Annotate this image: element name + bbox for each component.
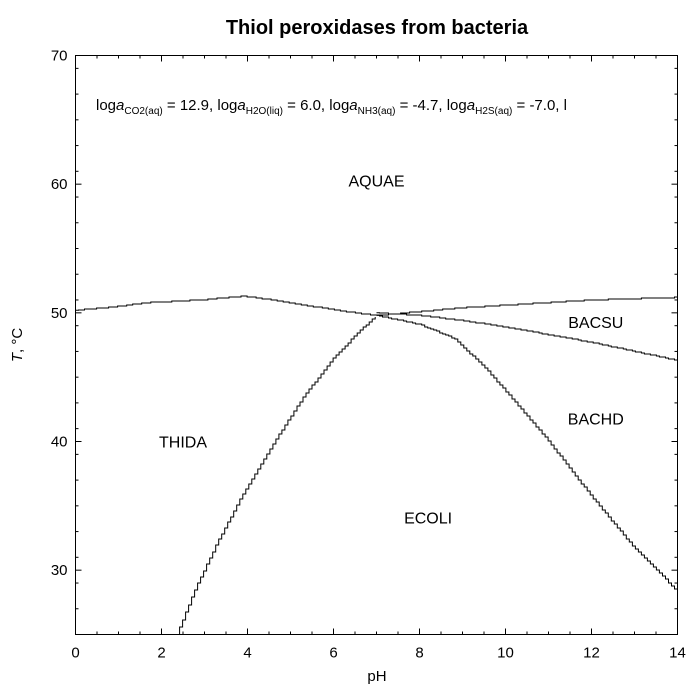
x-axis-label: pH xyxy=(367,668,386,685)
field-boundary xyxy=(376,312,678,361)
y-tick-label: 60 xyxy=(51,176,68,193)
x-tick-label: 2 xyxy=(157,645,165,662)
x-tick-label: 14 xyxy=(669,645,686,662)
field-boundaries xyxy=(75,295,678,635)
field-labels: AQUAE BACSU BACHD THIDA ECOLI xyxy=(159,173,624,527)
plot-frame xyxy=(75,55,678,635)
field-label: THIDA xyxy=(159,435,207,452)
field-boundary xyxy=(75,295,678,316)
x-tick-label: 6 xyxy=(329,645,337,662)
x-axis: 0 2 4 6 8 10 12 14 xyxy=(71,55,686,662)
field-label: ECOLI xyxy=(404,510,452,527)
x-tick-label: 8 xyxy=(415,645,423,662)
field-boundary xyxy=(376,314,678,592)
y-axis: 30 40 50 60 70 xyxy=(51,48,678,635)
field-label: BACHD xyxy=(568,411,624,428)
y-tick-label: 50 xyxy=(51,305,68,322)
x-tick-label: 0 xyxy=(71,645,79,662)
field-label: AQUAE xyxy=(348,173,404,190)
y-axis-label: T, °C xyxy=(9,328,26,363)
x-tick-label: 12 xyxy=(583,645,600,662)
y-tick-label: 40 xyxy=(51,434,68,451)
x-tick-label: 10 xyxy=(497,645,514,662)
field-boundary xyxy=(176,317,376,635)
field-label: BACSU xyxy=(568,315,623,332)
activity-annotation: logaCO2(aq) = 12.9, logaH2O(liq) = 6.0, … xyxy=(96,97,567,117)
chart-title: Thiol peroxidases from bacteria xyxy=(226,17,529,39)
y-tick-label: 70 xyxy=(51,48,68,65)
x-tick-label: 4 xyxy=(243,645,251,662)
y-tick-label: 30 xyxy=(51,562,68,579)
